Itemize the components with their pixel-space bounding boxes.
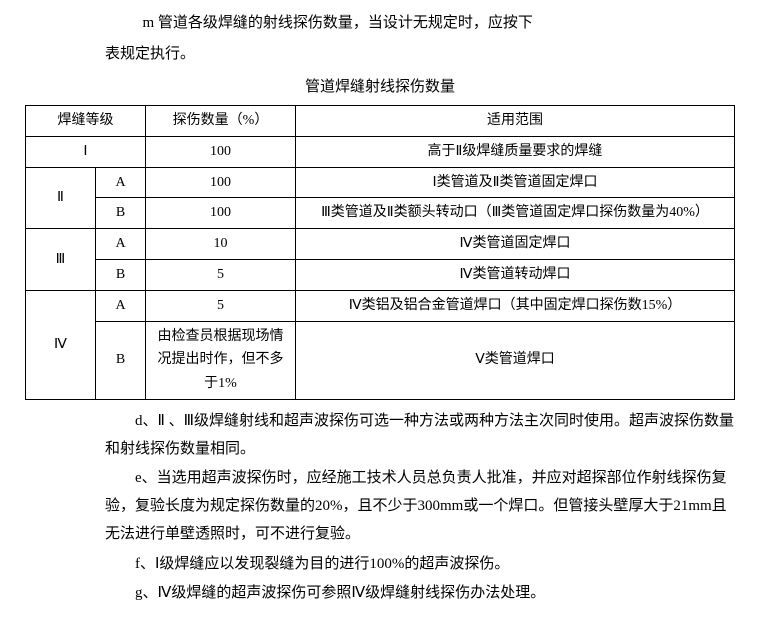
paragraph-e: e、当选用超声波探伤时，应经施工技术人员总负责人批准，并应对超探部位作射线探伤复…	[25, 465, 735, 548]
table-row: Ⅰ 100 高于Ⅱ级焊缝质量要求的焊缝	[26, 136, 735, 167]
table-row: B 5 Ⅳ类管道转动焊口	[26, 259, 735, 290]
table-row: Ⅲ A 10 Ⅳ类管道固定焊口	[26, 229, 735, 260]
table-row: Ⅳ A 5 Ⅳ类铝及铝合金管道焊口（其中固定焊口探伤数15%）	[26, 290, 735, 321]
cell-qty: 10	[146, 229, 296, 260]
cell-scope: Ⅳ类管道转动焊口	[296, 259, 735, 290]
cell-qty: 5	[146, 290, 296, 321]
inspection-table: 焊缝等级 探伤数量（%） 适用范围 Ⅰ 100 高于Ⅱ级焊缝质量要求的焊缝 Ⅱ …	[25, 105, 735, 400]
cell-qty: 由检查员根据现场情况提出时作，但不多于1%	[146, 321, 296, 399]
table-row: Ⅱ A 100 Ⅰ类管道及Ⅱ类管道固定焊口	[26, 167, 735, 198]
cell-sub: B	[96, 198, 146, 229]
intro-paragraph: m 管道各级焊缝的射线探伤数量，当设计无规定时，应按下 表规定执行。	[25, 10, 735, 68]
cell-scope: Ⅳ类铝及铝合金管道焊口（其中固定焊口探伤数15%）	[296, 290, 735, 321]
table-header-row: 焊缝等级 探伤数量（%） 适用范围	[26, 106, 735, 137]
header-scope: 适用范围	[296, 106, 735, 137]
cell-grade: Ⅲ	[26, 229, 96, 291]
cell-grade: Ⅱ	[26, 167, 96, 229]
table-title: 管道焊缝射线探伤数量	[25, 74, 735, 101]
intro-line2: 表规定执行。	[25, 41, 735, 68]
table-row: B 100 Ⅲ类管道及Ⅱ类额头转动口（Ⅲ类管道固定焊口探伤数量为40%）	[26, 198, 735, 229]
cell-sub: B	[96, 259, 146, 290]
table-row: B 由检查员根据现场情况提出时作，但不多于1% Ⅴ类管道焊口	[26, 321, 735, 399]
cell-scope: Ⅳ类管道固定焊口	[296, 229, 735, 260]
cell-scope: Ⅲ类管道及Ⅱ类额头转动口（Ⅲ类管道固定焊口探伤数量为40%）	[296, 198, 735, 229]
intro-line1: m 管道各级焊缝的射线探伤数量，当设计无规定时，应按下	[25, 10, 735, 37]
cell-qty: 100	[146, 167, 296, 198]
paragraph-f: f、Ⅰ级焊缝应以发现裂缝为目的进行100%的超声波探伤。	[25, 551, 735, 579]
cell-scope: Ⅴ类管道焊口	[296, 321, 735, 399]
cell-sub: B	[96, 321, 146, 399]
cell-qty: 100	[146, 136, 296, 167]
cell-qty: 5	[146, 259, 296, 290]
paragraph-d: d、Ⅱ 、Ⅲ级焊缝射线和超声波探伤可选一种方法或两种方法主次同时使用。超声波探伤…	[25, 408, 735, 464]
header-qty: 探伤数量（%）	[146, 106, 296, 137]
paragraph-g: g、Ⅳ级焊缝的超声波探伤可参照Ⅳ级焊缝射线探伤办法处理。	[25, 580, 735, 608]
cell-qty: 100	[146, 198, 296, 229]
cell-sub: A	[96, 167, 146, 198]
cell-grade: Ⅳ	[26, 290, 96, 399]
cell-grade: Ⅰ	[26, 136, 146, 167]
cell-sub: A	[96, 229, 146, 260]
cell-scope: 高于Ⅱ级焊缝质量要求的焊缝	[296, 136, 735, 167]
cell-sub: A	[96, 290, 146, 321]
header-grade: 焊缝等级	[26, 106, 146, 137]
cell-scope: Ⅰ类管道及Ⅱ类管道固定焊口	[296, 167, 735, 198]
